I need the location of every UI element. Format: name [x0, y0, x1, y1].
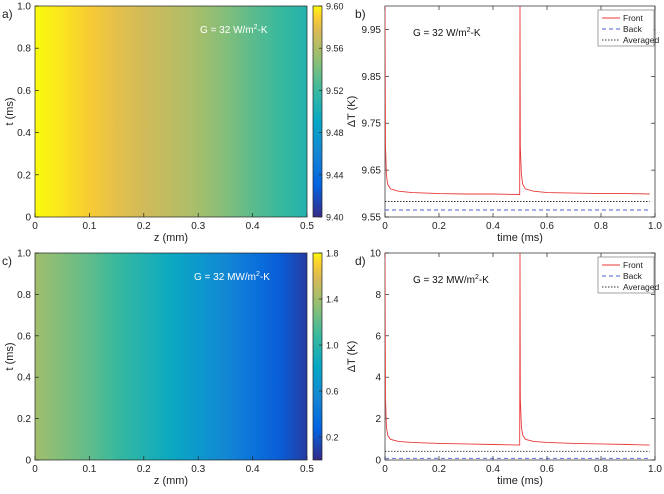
x-tick-label: 0.1 — [82, 221, 96, 232]
x-tick-label: 0.3 — [191, 464, 205, 475]
heatmap-panel-0: 0 0.1 0.2 0.3 0.4 0.5 0 0.2 0.4 0.6 0.8 1.0 z (mm) t … — [2, 2, 344, 245]
y-tick-label: 10 — [370, 249, 382, 260]
panel-label: c) — [2, 254, 12, 268]
x-tick-label: 0.2 — [137, 464, 151, 475]
panel-label: a) — [2, 7, 13, 21]
heatmap-field — [35, 253, 307, 460]
legend-entry: Averaged — [623, 35, 660, 45]
x-tick-label: 0.4 — [486, 464, 500, 475]
heatmap-field — [35, 6, 307, 217]
x-tick-label: 0.2 — [432, 221, 446, 232]
line-panel-3: 0 0.2 0.4 0.6 0.8 1.0 0 2 4 6 8 10 time (ms) ΔT (K) d)… — [346, 249, 662, 488]
y-tick-label: 0 — [25, 213, 31, 224]
colorbar-tick-label: 1.8 — [326, 249, 339, 259]
x-axis-label: z (mm) — [154, 475, 188, 487]
y-axis-label: ΔT (K) — [346, 96, 358, 128]
plot-frame — [34, 252, 308, 461]
plot-frame — [34, 5, 308, 218]
x-tick-label: 0.8 — [594, 464, 608, 475]
y-axis-label: t (ms) — [4, 97, 16, 125]
x-tick-label: 0.5 — [300, 221, 314, 232]
y-tick-label: 0.8 — [17, 290, 31, 301]
x-tick-label: 0.4 — [246, 221, 260, 232]
legend — [597, 9, 655, 47]
x-tick-label: 0.8 — [594, 221, 608, 232]
heatmap-panel-2: 0 0.1 0.2 0.3 0.4 0.5 0 0.2 0.4 0.6 0.8 1.0 z (mm) t … — [2, 249, 339, 488]
annotation: G = 32 MW/m2-K — [194, 271, 270, 283]
y-tick-label: 2 — [375, 414, 381, 425]
x-tick-label: 0.5 — [300, 464, 314, 475]
x-axis-label: time (ms) — [497, 475, 543, 487]
y-tick-label: 0.2 — [17, 170, 31, 181]
colorbar-tick-label: 0.2 — [326, 433, 339, 443]
colorbar-tick-label: 9.44 — [326, 170, 344, 180]
colorbar — [312, 5, 323, 218]
colorbar-tick-label: 9.56 — [326, 44, 344, 54]
y-tick-label: 6 — [375, 331, 381, 342]
line-panel-1: 0 0.2 0.4 0.6 0.8 1.0 9.55 9.65 9.75 9.85 9.95 time… — [346, 5, 662, 244]
y-axis-label: ΔT (K) — [346, 341, 358, 373]
x-tick-label: 0.2 — [432, 464, 446, 475]
y-tick-label: 0.6 — [17, 86, 31, 97]
y-tick-label: 0.8 — [17, 44, 31, 55]
y-tick-label: 9.95 — [362, 25, 382, 36]
y-tick-label: 9.65 — [362, 166, 382, 177]
colorbar-tick-label: 9.48 — [326, 128, 344, 138]
legend-entry: Front — [623, 13, 643, 23]
colorbar-tick-label: 0.6 — [326, 387, 339, 397]
x-tick-label: 0.6 — [540, 464, 554, 475]
legend — [597, 256, 655, 294]
x-axis-label: time (ms) — [497, 232, 543, 244]
y-tick-label: 0.6 — [17, 331, 31, 342]
x-tick-label: 0.4 — [486, 221, 500, 232]
x-tick-label: 0.1 — [82, 464, 96, 475]
x-tick-label: 0 — [32, 221, 38, 232]
annotation: G = 32 W/m2-K — [413, 27, 481, 39]
x-tick-label: 0.4 — [246, 464, 260, 475]
panel-label: b) — [355, 7, 366, 21]
legend-entry: Back — [623, 24, 643, 34]
annotation: G = 32 W/m2-K — [200, 24, 268, 36]
y-tick-label: 0.2 — [17, 414, 31, 425]
x-tick-label: 0 — [382, 464, 388, 475]
y-tick-label: 9.55 — [362, 213, 382, 224]
y-tick-label: 0.4 — [17, 373, 31, 384]
x-tick-label: 0.3 — [191, 221, 205, 232]
y-tick-label: 8 — [375, 290, 381, 301]
y-axis-label: t (ms) — [4, 342, 16, 370]
y-tick-label: 1.0 — [17, 2, 31, 13]
colorbar-tick-label: 1.0 — [326, 341, 339, 351]
colorbar-tick-label: 9.60 — [326, 2, 344, 12]
series-line-front — [385, 253, 650, 446]
x-tick-label: 1.0 — [648, 464, 662, 475]
legend-entry: Averaged — [623, 282, 660, 292]
y-tick-label: 9.75 — [362, 119, 382, 130]
x-tick-label: 0.2 — [137, 221, 151, 232]
y-tick-label: 0 — [375, 456, 381, 467]
y-tick-label: 0.4 — [17, 128, 31, 139]
colorbar-tick-label: 9.40 — [326, 213, 344, 223]
annotation: G = 32 MW/m2-K — [413, 274, 489, 286]
x-axis-label: z (mm) — [154, 232, 188, 244]
x-tick-label: 0 — [382, 221, 388, 232]
x-tick-label: 0.6 — [540, 221, 554, 232]
panel-label: d) — [355, 254, 366, 268]
y-tick-label: 0 — [25, 456, 31, 467]
colorbar — [312, 252, 323, 461]
x-tick-label: 1.0 — [648, 221, 662, 232]
y-tick-label: 9.85 — [362, 72, 382, 83]
legend-entry: Front — [623, 260, 643, 270]
colorbar-tick-label: 9.52 — [326, 86, 344, 96]
y-tick-label: 4 — [375, 373, 381, 384]
legend-entry: Back — [623, 271, 643, 281]
y-tick-label: 1.0 — [17, 249, 31, 260]
series-line-front — [385, 6, 650, 195]
colorbar-tick-label: 1.4 — [326, 295, 339, 305]
x-tick-label: 0 — [32, 464, 38, 475]
